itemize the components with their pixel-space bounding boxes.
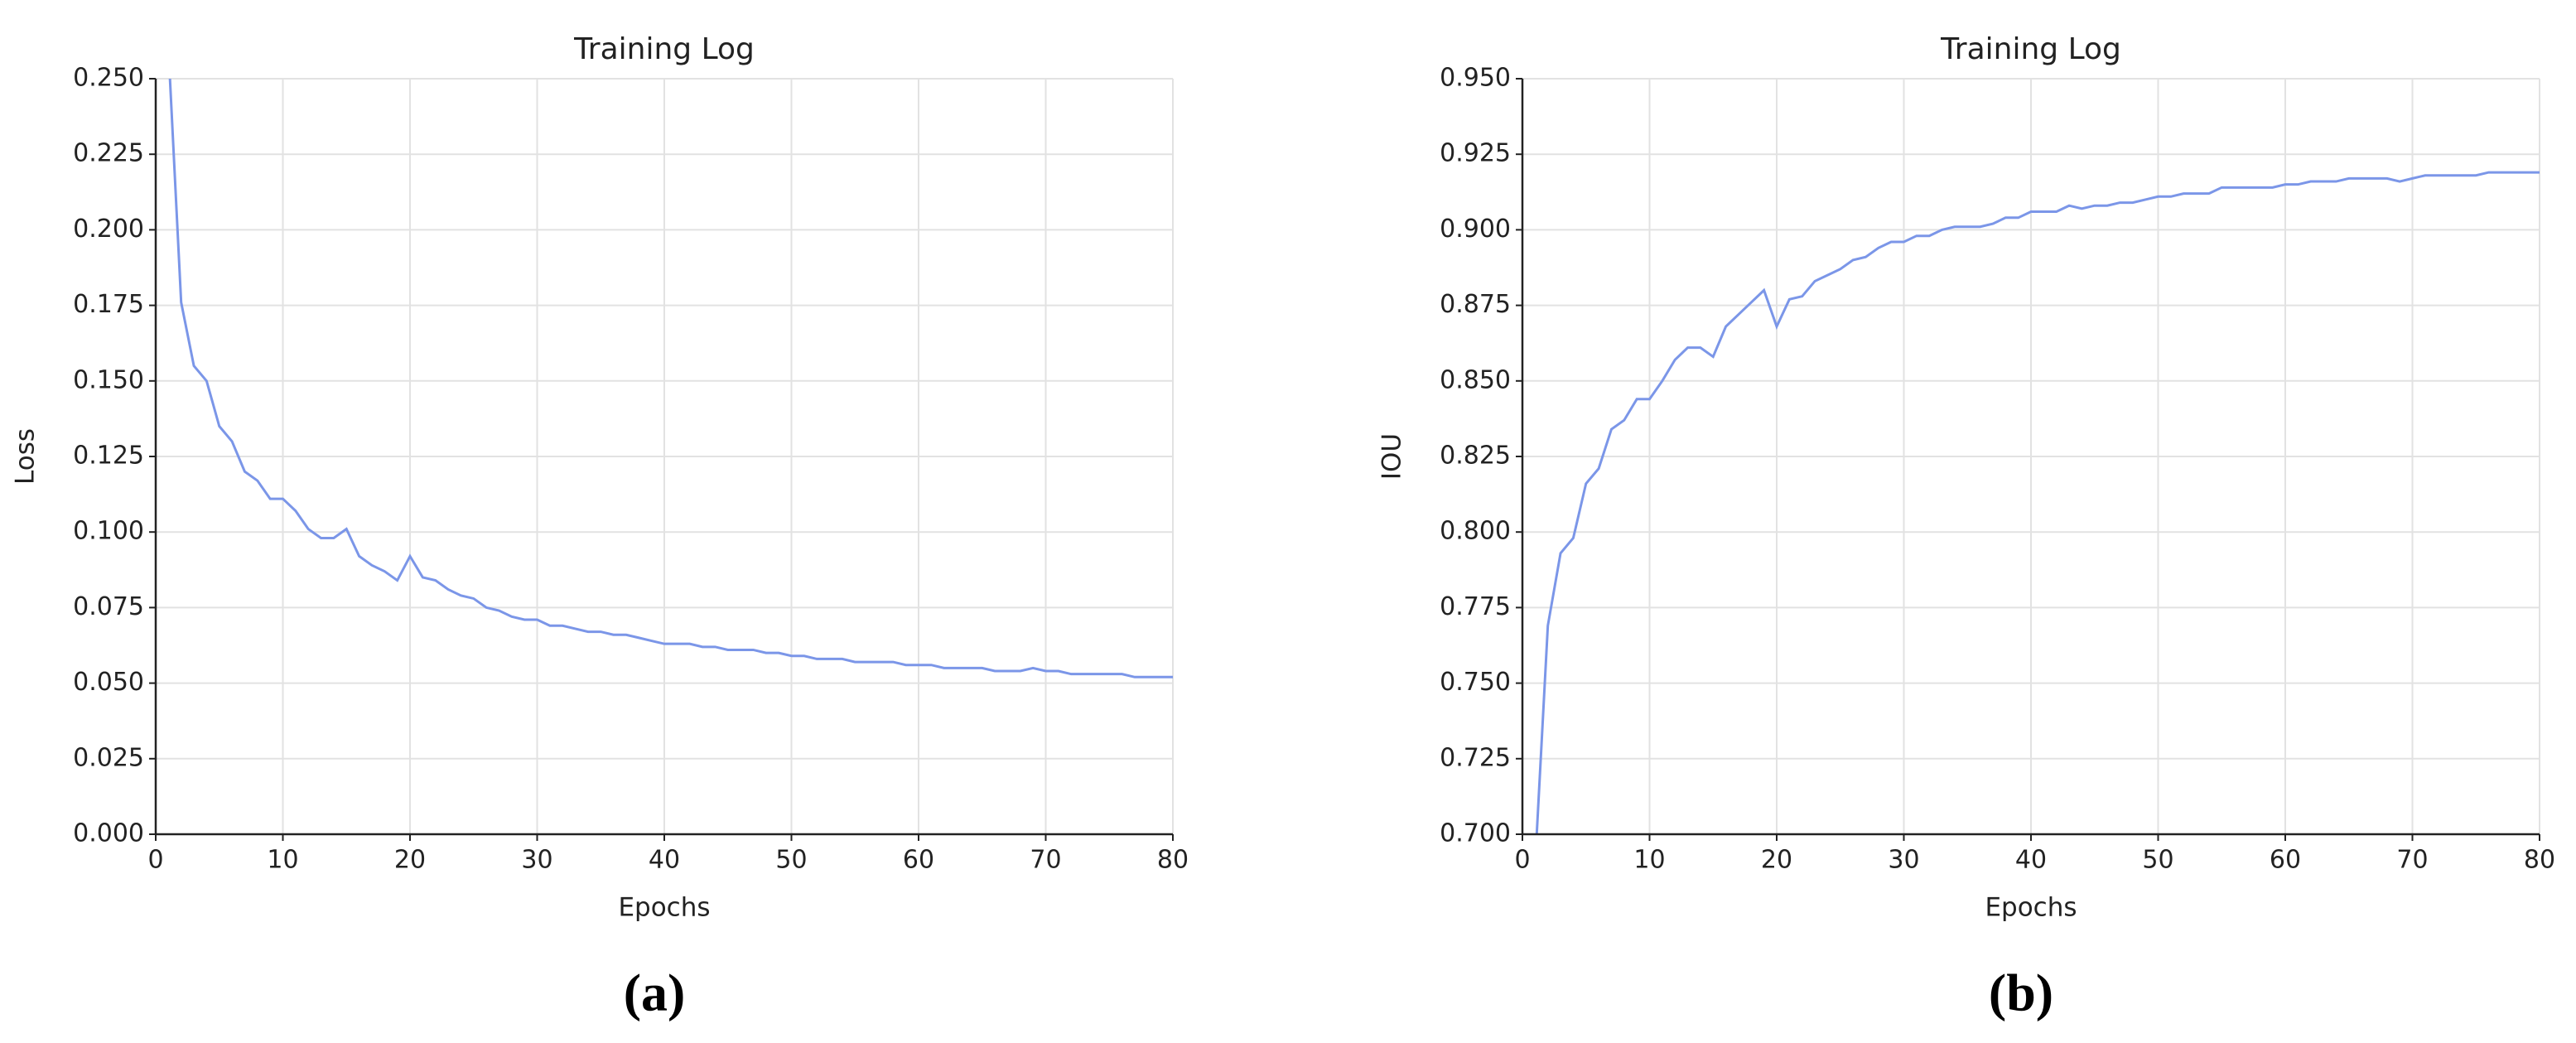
x-tick-label: 70	[2396, 846, 2428, 875]
caption: (a)	[624, 963, 686, 1022]
x-tick-label: 40	[649, 846, 680, 875]
y-tick-label: 0.950	[1440, 64, 1511, 93]
y-tick-label: 0.900	[1440, 215, 1511, 244]
x-tick-label: 50	[2142, 846, 2173, 875]
chart-title: Training Log	[1940, 32, 2121, 66]
x-tick-label: 70	[1030, 846, 1061, 875]
y-tick-label: 0.250	[73, 64, 144, 93]
y-tick-label: 0.000	[73, 819, 144, 848]
caption: (b)	[1989, 963, 2053, 1022]
x-tick-label: 80	[2524, 846, 2555, 875]
y-tick-label: 0.075	[73, 592, 144, 621]
y-tick-label: 0.700	[1440, 819, 1511, 848]
chart-panel: 0.700 0.725 0.750 0.775 0.800 0.825 0.850 0.875…	[1377, 32, 2556, 1022]
x-axis-label: Epochs	[1985, 893, 2077, 923]
x-tick-label: 50	[775, 846, 807, 875]
data-line	[168, 79, 1173, 678]
y-tick-label: 0.850	[1440, 365, 1511, 394]
y-tick-label: 0.225	[73, 139, 144, 168]
y-tick-label: 0.100	[73, 517, 144, 546]
x-tick-label: 20	[394, 846, 426, 875]
x-tick-label: 20	[1761, 846, 1792, 875]
y-tick-label: 0.025	[73, 743, 144, 772]
chart-panel: 0.000 0.025 0.050 0.075 0.100 0.125 0.150 0.175…	[11, 32, 1189, 1022]
x-tick-label: 10	[1633, 846, 1665, 875]
x-tick-label: 60	[903, 846, 934, 875]
y-tick-label: 0.175	[73, 290, 144, 319]
x-tick-label: 80	[1157, 846, 1189, 875]
y-tick-label: 0.925	[1440, 139, 1511, 168]
y-tick-label: 0.825	[1440, 442, 1511, 471]
y-tick-label: 0.125	[73, 442, 144, 471]
y-tick-label: 0.875	[1440, 290, 1511, 319]
x-tick-label: 10	[267, 846, 298, 875]
x-tick-label: 0	[147, 846, 163, 875]
y-axis-label: IOU	[1377, 433, 1407, 480]
x-axis-label: Epochs	[618, 893, 710, 923]
y-tick-label: 0.200	[73, 215, 144, 244]
chart-title: Training Log	[573, 32, 755, 66]
y-axis-label: Loss	[11, 428, 41, 485]
x-tick-label: 30	[1888, 846, 1919, 875]
x-tick-label: 60	[2270, 846, 2301, 875]
y-tick-label: 0.750	[1440, 668, 1511, 697]
y-tick-label: 0.150	[73, 365, 144, 394]
y-tick-label: 0.725	[1440, 743, 1511, 772]
data-line	[1535, 171, 2540, 834]
x-tick-label: 30	[521, 846, 552, 875]
y-tick-label: 0.800	[1440, 517, 1511, 546]
y-tick-label: 0.775	[1440, 592, 1511, 621]
x-tick-label: 0	[1514, 846, 1530, 875]
x-tick-label: 40	[2015, 846, 2047, 875]
y-tick-label: 0.050	[73, 668, 144, 697]
